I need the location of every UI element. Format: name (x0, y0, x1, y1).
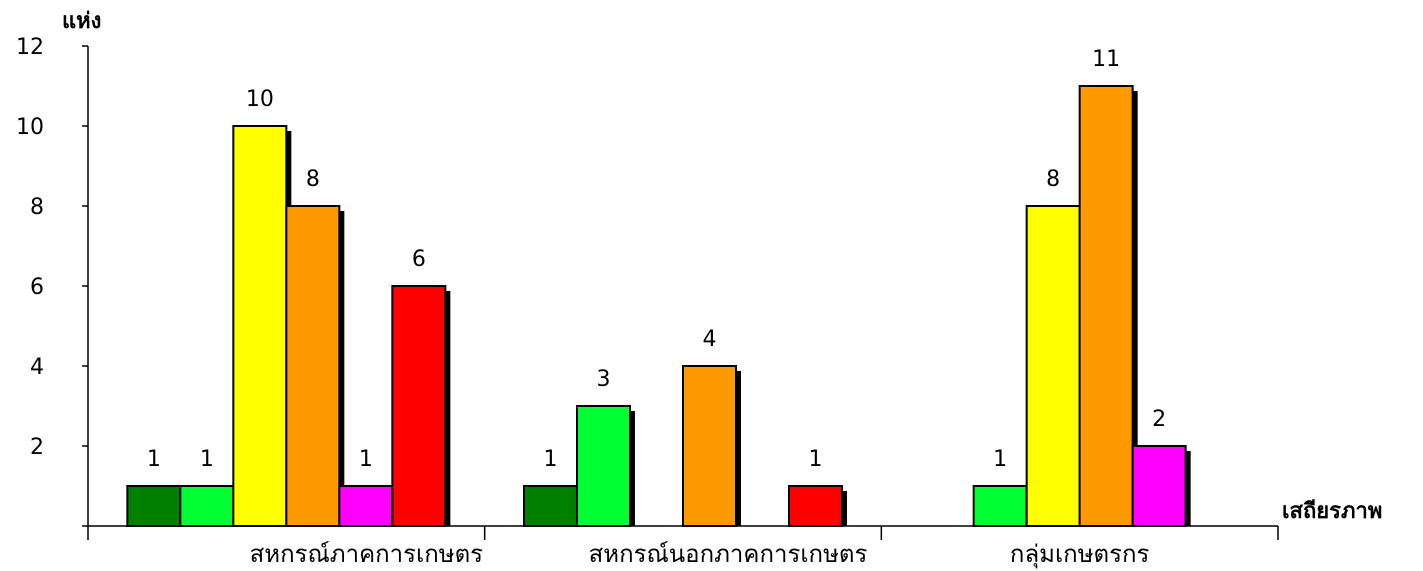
y-tick-label: 10 (16, 115, 44, 140)
y-tick-label: 12 (16, 35, 44, 60)
y-tick-label: 6 (30, 275, 44, 300)
bar-value-label: 1 (993, 447, 1007, 472)
bar (972, 485, 1028, 527)
bar-value-label: 1 (359, 447, 373, 472)
bar (179, 485, 235, 527)
category-label: สหกรณ์ภาคการเกษตร (250, 540, 484, 568)
bar-value-label: 2 (1152, 407, 1166, 432)
y-tick-label: 2 (30, 435, 44, 460)
bar (576, 405, 631, 527)
category-label: สหกรณ์นอกภาคการเกษตร (589, 540, 868, 568)
category-labels: สหกรณ์ภาคการเกษตร สหกรณ์นอกภาคการเกษตร กลุ… (250, 540, 1150, 569)
y-tick-label: 8 (30, 195, 44, 220)
bar (682, 365, 737, 527)
bar-value-label: 1 (147, 447, 161, 472)
bar-value-label: 11 (1092, 47, 1120, 72)
y-ticks: 2 4 6 8 10 12 (16, 35, 88, 527)
bar (1078, 85, 1134, 527)
bar-value-label: 10 (246, 87, 274, 112)
bar (232, 125, 288, 527)
bar (1131, 445, 1187, 527)
bar (523, 485, 578, 527)
x-ticks (87, 526, 1279, 540)
bar-value-label: 8 (306, 167, 320, 192)
bar-value-label: 1 (809, 447, 823, 472)
y-axis-title: แห่ง (62, 9, 101, 34)
bar (126, 485, 182, 527)
bar-value-label: 1 (200, 447, 214, 472)
bar-value-label: 6 (412, 247, 426, 272)
bar (1025, 205, 1081, 527)
x-axis-title: เสถียรภาพ (1282, 499, 1382, 524)
category-label: กลุ่มเกษตรกร (1010, 540, 1150, 569)
bar (391, 285, 447, 527)
bar (285, 205, 341, 527)
bar-value-label: 1 (544, 447, 558, 472)
y-tick-label: 4 (30, 355, 44, 380)
bar (788, 485, 843, 527)
bar-value-label: 8 (1046, 167, 1060, 192)
bar-value-label: 4 (703, 327, 717, 352)
bar-value-label: 3 (597, 367, 611, 392)
bar (338, 485, 394, 527)
